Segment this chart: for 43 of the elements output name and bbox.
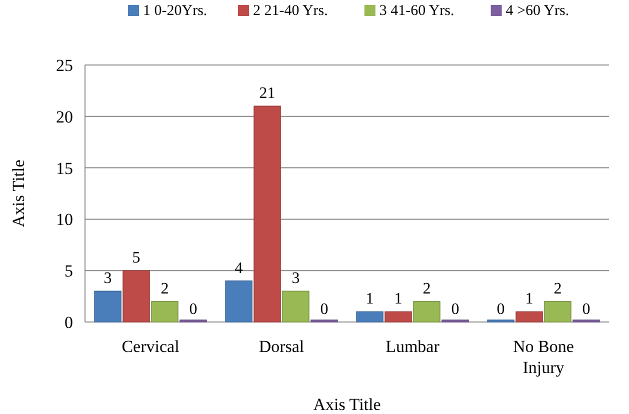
data-label: 2 [422,280,431,298]
y-tick-label: 5 [64,262,73,281]
legend-label: 1 0-20Yrs. [143,3,208,19]
bar [356,311,384,322]
bar [122,270,150,322]
data-label: 4 [234,260,243,277]
x-tick-label: Lumbar [386,337,440,356]
bar [413,301,440,322]
bar [544,301,572,322]
data-label: 5 [132,250,140,267]
data-label: 0 [189,301,198,318]
data-label: 1 [366,290,374,308]
bar [94,290,122,322]
data-label: 0 [496,301,505,318]
data-label: 0 [320,301,328,318]
y-tick-label: 0 [64,312,73,332]
data-label: 2 [554,280,562,298]
bar [254,106,281,322]
bar [516,311,543,322]
x-tick-label: No Bone Injury [513,337,574,377]
bar [151,301,178,322]
data-label: 0 [451,301,460,318]
y-tick-label: 10 [56,210,73,230]
bar [282,290,310,322]
x-tick-label: Dorsal [258,337,304,356]
data-label: 21 [259,85,276,102]
data-label: 0 [582,301,590,318]
x-axis-title: Axis Title [313,395,381,414]
x-tick-label: Cervical [122,337,180,356]
legend-label: 3 41-60 Yrs. [379,3,454,19]
bar [384,311,412,322]
data-label: 3 [292,270,300,288]
y-tick-label: 15 [56,158,73,178]
bar [225,280,252,322]
legend-label: 4 >60 Yrs. [506,3,570,19]
y-tick-label: 20 [56,107,73,126]
data-label: 2 [160,280,169,298]
data-label: 3 [104,270,112,288]
data-label: 1 [394,290,402,308]
y-axis-title: Axis Title [9,160,28,228]
y-tick-label: 25 [56,56,73,75]
data-label: 1 [525,290,534,308]
legend-label: 2 21-40 Yrs. [253,3,328,19]
